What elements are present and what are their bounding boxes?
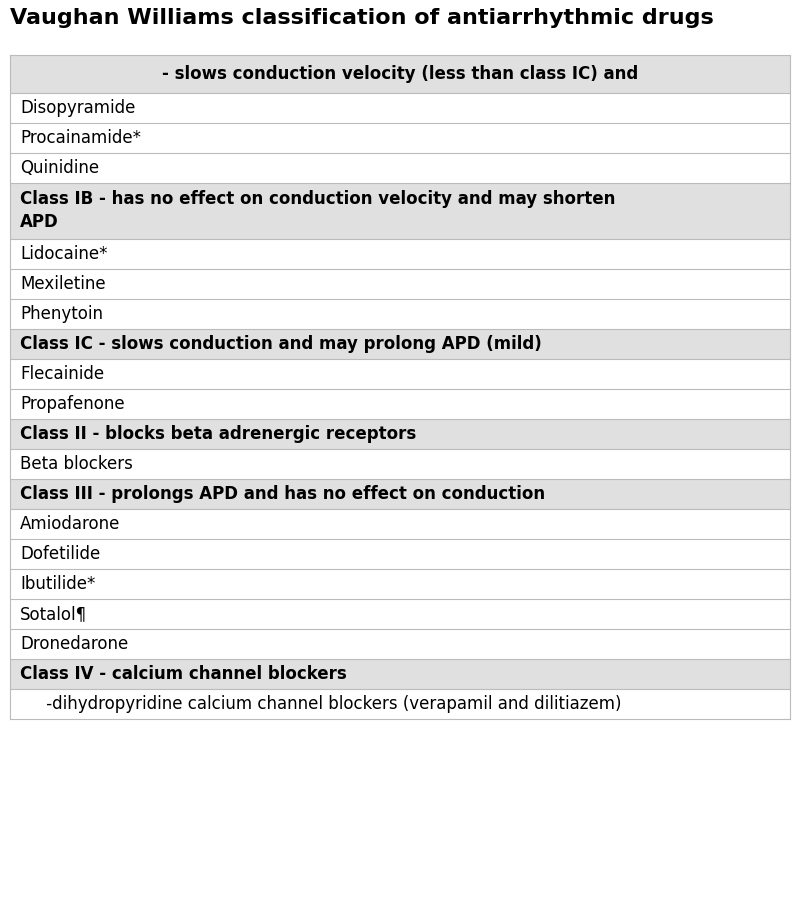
Bar (10, 569, 790, 599)
Text: Beta blockers: Beta blockers (20, 455, 133, 473)
Text: Sotalol¶: Sotalol¶ (20, 605, 87, 623)
Bar (10, 509, 790, 539)
Bar (10, 449, 790, 479)
Bar (10, 55, 790, 93)
Bar (10, 329, 790, 359)
Text: Class IC - slows conduction and may prolong APD (mild): Class IC - slows conduction and may prol… (20, 335, 542, 353)
Bar (10, 419, 790, 449)
Text: Flecainide: Flecainide (20, 365, 104, 383)
Bar (10, 153, 790, 183)
Text: Class III - prolongs APD and has no effect on conduction: Class III - prolongs APD and has no effe… (20, 485, 545, 503)
Text: Amiodarone: Amiodarone (20, 515, 120, 533)
Bar (10, 359, 790, 389)
Bar (10, 239, 790, 269)
Text: Class IB - has no effect on conduction velocity and may shorten
APD: Class IB - has no effect on conduction v… (20, 190, 615, 231)
Text: Class IV - calcium channel blockers: Class IV - calcium channel blockers (20, 665, 346, 683)
Text: Disopyramide: Disopyramide (20, 99, 135, 117)
Bar (10, 183, 790, 239)
Text: - slows conduction velocity (less than class IC) and: - slows conduction velocity (less than c… (162, 65, 638, 83)
Bar (10, 269, 790, 299)
Text: Dofetilide: Dofetilide (20, 545, 100, 563)
Text: -dihydropyridine calcium channel blockers (verapamil and dilitiazem): -dihydropyridine calcium channel blocker… (20, 695, 622, 713)
Text: Mexiletine: Mexiletine (20, 275, 106, 293)
Text: Quinidine: Quinidine (20, 159, 99, 177)
Text: Propafenone: Propafenone (20, 395, 125, 413)
Text: Phenytoin: Phenytoin (20, 305, 103, 323)
Bar (10, 389, 790, 419)
Bar (10, 599, 790, 629)
Bar (10, 659, 790, 689)
Text: Vaughan Williams classification of antiarrhythmic drugs: Vaughan Williams classification of antia… (10, 8, 714, 28)
Bar (10, 93, 790, 123)
Text: Class II - blocks beta adrenergic receptors: Class II - blocks beta adrenergic recept… (20, 425, 416, 443)
Bar (10, 123, 790, 153)
Text: Lidocaine*: Lidocaine* (20, 245, 107, 263)
Bar (10, 299, 790, 329)
Bar (10, 629, 790, 659)
Bar (10, 479, 790, 509)
Text: Dronedarone: Dronedarone (20, 635, 128, 653)
Bar (10, 539, 790, 569)
Bar (10, 689, 790, 719)
Text: Procainamide*: Procainamide* (20, 129, 141, 147)
Text: Ibutilide*: Ibutilide* (20, 575, 95, 593)
